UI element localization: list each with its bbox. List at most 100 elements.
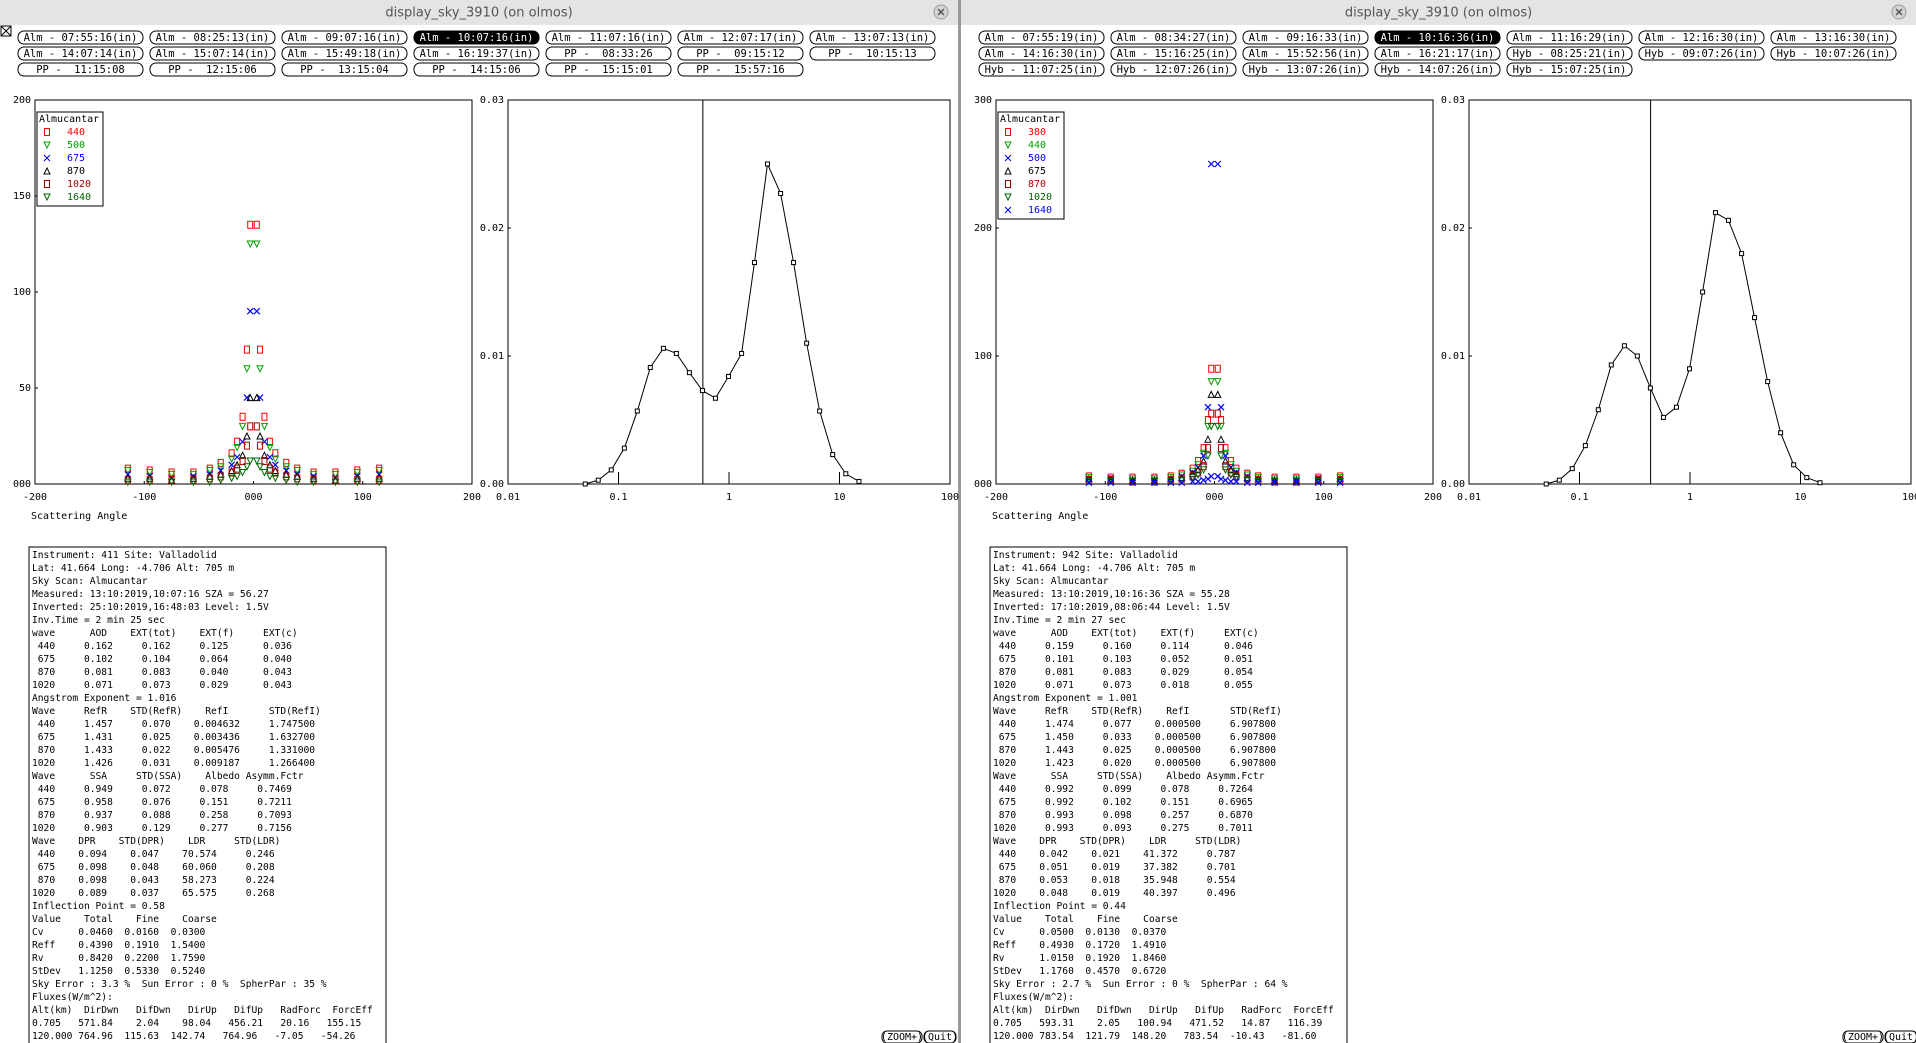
- scan-button-label[interactable]: Alm - 12:16:30(in): [1645, 32, 1759, 44]
- scan-button-label[interactable]: Alm - 13:07:13(in): [816, 32, 930, 44]
- scan-button[interactable]: [545, 46, 672, 61]
- scan-button-label[interactable]: PP - 15:15:01: [564, 64, 653, 76]
- scan-button[interactable]: [17, 62, 144, 77]
- scan-button[interactable]: [1374, 46, 1501, 61]
- zoom-button[interactable]: [1842, 1030, 1884, 1043]
- scan-button-label[interactable]: Alm - 14:07:14(in): [24, 48, 138, 60]
- data-point: [1647, 385, 1653, 391]
- scan-button[interactable]: [677, 62, 804, 77]
- scan-button[interactable]: [281, 30, 408, 45]
- scan-button[interactable]: [1770, 46, 1897, 61]
- scan-button-label[interactable]: Alm - 09:07:16(in): [288, 32, 402, 44]
- scan-button[interactable]: [545, 30, 672, 45]
- scan-button[interactable]: [1242, 46, 1369, 61]
- quit-label[interactable]: (Quit): [922, 1032, 958, 1043]
- scan-button-label[interactable]: PP - 08:33:26: [564, 48, 653, 60]
- x-tick-label: 100: [1902, 492, 1916, 503]
- scan-button[interactable]: [1110, 30, 1237, 45]
- quit-button[interactable]: [1884, 1030, 1916, 1043]
- scan-button[interactable]: [1242, 30, 1369, 45]
- scan-button-label[interactable]: Alm - 14:16:30(in): [985, 48, 1099, 60]
- scan-button[interactable]: [281, 46, 408, 61]
- scan-button[interactable]: [1770, 30, 1897, 45]
- scan-button-label[interactable]: Alm - 10:07:16(in): [420, 32, 534, 44]
- scan-button[interactable]: [281, 62, 408, 77]
- quit-button[interactable]: [923, 1030, 957, 1043]
- scan-button-label[interactable]: Alm - 07:55:19(in): [985, 32, 1099, 44]
- scan-button-label[interactable]: Alm - 08:25:13(in): [156, 32, 270, 44]
- scan-button[interactable]: [17, 46, 144, 61]
- data-point: [1214, 160, 1222, 168]
- scan-button-label[interactable]: Alm - 08:34:27(in): [1117, 32, 1231, 44]
- scan-button[interactable]: [978, 46, 1105, 61]
- scan-button-label[interactable]: PP - 13:15:04: [300, 64, 389, 76]
- scan-button[interactable]: [149, 46, 276, 61]
- scan-button-label[interactable]: PP - 11:15:08: [36, 64, 125, 76]
- scan-button[interactable]: [413, 46, 540, 61]
- scan-button-label[interactable]: PP - 10:15:13: [828, 48, 917, 60]
- info-line: Wave SSA STD(SSA) Albedo Asymm.Fctr: [32, 771, 304, 782]
- scan-button[interactable]: [1374, 30, 1501, 45]
- scan-button[interactable]: [1110, 62, 1237, 77]
- data-point: [190, 476, 197, 485]
- scan-button[interactable]: [1242, 62, 1369, 77]
- scan-button[interactable]: [17, 30, 144, 45]
- scan-button[interactable]: [1506, 46, 1633, 61]
- scan-button-label[interactable]: Alm - 07:55:16(in): [24, 32, 138, 44]
- scan-button-label[interactable]: Hyb - 10:07:26(in): [1777, 48, 1891, 60]
- scan-button-label[interactable]: Hyb - 15:07:25(in): [1513, 64, 1627, 76]
- scan-button[interactable]: [1506, 62, 1633, 77]
- data-point: [233, 453, 241, 461]
- scan-button[interactable]: [413, 30, 540, 45]
- scan-button[interactable]: [149, 30, 276, 45]
- scan-button[interactable]: [978, 30, 1105, 45]
- scan-button-label[interactable]: Hyb - 09:07:26(in): [1645, 48, 1759, 60]
- scan-button-label[interactable]: Alm - 15:49:18(in): [288, 48, 402, 60]
- quit-label[interactable]: (Quit): [1883, 1032, 1916, 1043]
- scan-button[interactable]: [1506, 30, 1633, 45]
- scan-button-label[interactable]: Alm - 15:07:14(in): [156, 48, 270, 60]
- scan-button[interactable]: [545, 62, 672, 77]
- scan-button[interactable]: [1638, 30, 1765, 45]
- scan-button-label[interactable]: PP - 12:15:06: [168, 64, 257, 76]
- data-point: [282, 476, 291, 485]
- legend-label: 675: [67, 153, 85, 164]
- scan-button-label[interactable]: Alm - 16:21:17(in): [1381, 48, 1495, 60]
- scan-button[interactable]: [413, 62, 540, 77]
- scan-button-label[interactable]: Hyb - 14:07:26(in): [1381, 64, 1495, 76]
- scan-button-label[interactable]: Alm - 12:07:17(in): [684, 32, 798, 44]
- scan-button[interactable]: [978, 62, 1105, 77]
- data-point: [1582, 443, 1588, 449]
- scan-button-label[interactable]: PP - 09:15:12: [696, 48, 785, 60]
- data-point: [1208, 364, 1215, 373]
- scan-button-label[interactable]: Alm - 10:16:36(in): [1381, 32, 1495, 44]
- scan-button-label[interactable]: Alm - 15:52:56(in): [1249, 48, 1363, 60]
- scan-button-label[interactable]: Alm - 09:16:33(in): [1249, 32, 1363, 44]
- scan-button-label[interactable]: Hyb - 08:25:21(in): [1513, 48, 1627, 60]
- scan-button[interactable]: [809, 46, 936, 61]
- scan-button-label[interactable]: Hyb - 11:07:25(in): [985, 64, 1099, 76]
- scan-button-label[interactable]: Alm - 11:07:16(in): [552, 32, 666, 44]
- scan-button-label[interactable]: Hyb - 13:07:26(in): [1249, 64, 1363, 76]
- scan-button[interactable]: [1374, 62, 1501, 77]
- scan-button[interactable]: [1110, 46, 1237, 61]
- scan-button[interactable]: [809, 30, 936, 45]
- scan-button[interactable]: [149, 62, 276, 77]
- scan-button-label[interactable]: Alm - 15:16:25(in): [1117, 48, 1231, 60]
- info-line: wave AOD EXT(tot) EXT(f) EXT(c): [32, 628, 298, 639]
- scan-button-label[interactable]: Hyb - 12:07:26(in): [1117, 64, 1231, 76]
- scan-button-label[interactable]: Alm - 16:19:37(in): [420, 48, 534, 60]
- scan-button-label[interactable]: PP - 15:57:16: [696, 64, 785, 76]
- zoom-label[interactable]: (ZOOM+): [881, 1032, 923, 1043]
- scan-button-label[interactable]: Alm - 13:16:30(in): [1777, 32, 1891, 44]
- zoom-button[interactable]: [881, 1030, 923, 1043]
- data-point: [205, 467, 214, 475]
- zoom-label[interactable]: (ZOOM+): [1842, 1032, 1884, 1043]
- scan-button-label[interactable]: Alm - 11:16:29(in): [1513, 32, 1627, 44]
- scan-button[interactable]: [1638, 46, 1765, 61]
- scan-button-label[interactable]: PP - 14:15:06: [432, 64, 521, 76]
- scan-button[interactable]: [677, 46, 804, 61]
- info-line: Alt(km) DirDwn DifDwn DirUp DifUp RadFor…: [993, 1005, 1334, 1016]
- scan-button[interactable]: [677, 30, 804, 45]
